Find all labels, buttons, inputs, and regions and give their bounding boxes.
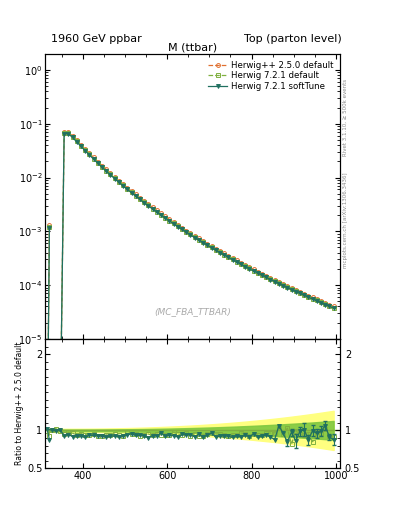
Line: Herwig 7.2.1 default: Herwig 7.2.1 default (45, 131, 336, 449)
Herwig 7.2.1 default (331, 305, 336, 311)
Herwig 7.2.1 softTune (45, 443, 50, 450)
Herwig 7.2.1 default (171, 220, 176, 226)
Herwig++ 2.5.0 default (62, 129, 66, 135)
Herwig++ 2.5.0 default (298, 289, 302, 295)
Herwig 7.2.1 default (62, 130, 66, 136)
Herwig 7.2.1 softTune (331, 305, 336, 311)
Herwig++ 2.5.0 default (209, 243, 214, 249)
Herwig 7.2.1 softTune (209, 245, 214, 251)
Herwig 7.2.1 softTune (117, 179, 121, 185)
Herwig++ 2.5.0 default (331, 304, 336, 310)
Herwig++ 2.5.0 default (138, 195, 142, 201)
Herwig++ 2.5.0 default (47, 222, 52, 228)
Text: Rivet 3.1.10, ≥ 500k events: Rivet 3.1.10, ≥ 500k events (343, 79, 348, 156)
Line: Herwig++ 2.5.0 default: Herwig++ 2.5.0 default (45, 130, 336, 449)
Herwig 7.2.1 softTune (298, 290, 302, 296)
Line: Herwig 7.2.1 softTune: Herwig 7.2.1 softTune (45, 132, 336, 449)
Legend: Herwig++ 2.5.0 default, Herwig 7.2.1 default, Herwig 7.2.1 softTune: Herwig++ 2.5.0 default, Herwig 7.2.1 def… (206, 58, 336, 94)
Herwig 7.2.1 default (117, 179, 121, 185)
Herwig 7.2.1 default (47, 224, 52, 230)
Herwig++ 2.5.0 default (171, 219, 176, 225)
Herwig 7.2.1 default (209, 244, 214, 250)
Herwig++ 2.5.0 default (45, 443, 50, 450)
Herwig 7.2.1 default (87, 152, 92, 158)
Herwig++ 2.5.0 default (117, 178, 121, 184)
Title: M (ttbar): M (ttbar) (168, 43, 217, 53)
Herwig 7.2.1 default (298, 290, 302, 296)
Herwig 7.2.1 softTune (47, 225, 52, 231)
Herwig++ 2.5.0 default (87, 150, 92, 156)
Text: (MC_FBA_TTBAR): (MC_FBA_TTBAR) (154, 307, 231, 316)
Herwig 7.2.1 default (45, 443, 50, 450)
Text: Top (parton level): Top (parton level) (244, 33, 342, 44)
Herwig 7.2.1 default (138, 196, 142, 202)
Herwig 7.2.1 softTune (171, 221, 176, 227)
Text: mcplots.cern.ch [arXiv:1306.3436]: mcplots.cern.ch [arXiv:1306.3436] (343, 173, 348, 268)
Y-axis label: Ratio to Herwig++ 2.5.0 default: Ratio to Herwig++ 2.5.0 default (15, 342, 24, 465)
Herwig 7.2.1 softTune (138, 197, 142, 203)
Herwig 7.2.1 softTune (62, 131, 66, 137)
Text: 1960 GeV ppbar: 1960 GeV ppbar (51, 33, 142, 44)
Herwig 7.2.1 softTune (87, 152, 92, 158)
